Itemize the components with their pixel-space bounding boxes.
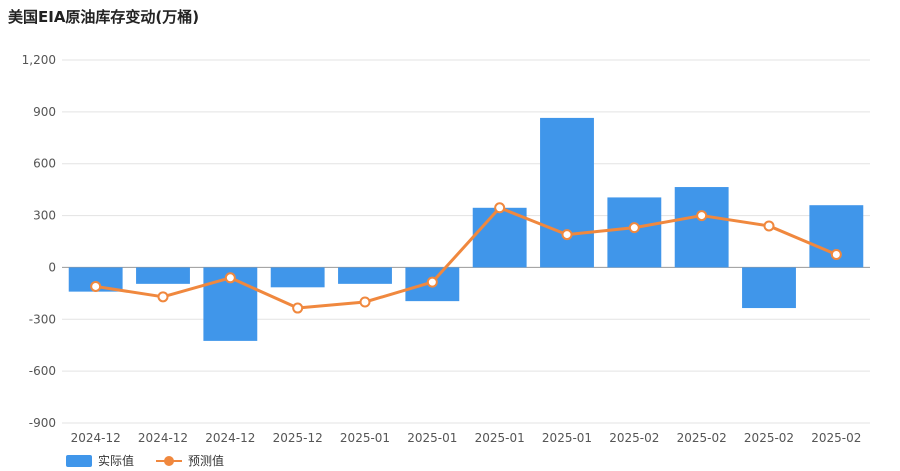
x-tick-label: 2025-02 [744,431,794,445]
forecast-point [696,210,708,222]
forecast-point [561,229,573,241]
forecast-point [90,280,102,292]
x-tick-label: 2025-02 [811,431,861,445]
y-tick-label: -300 [29,312,56,326]
x-tick-label: 2024-12 [205,431,255,445]
forecast-point [494,202,506,214]
forecast-point [763,220,775,232]
x-tick-label: 2025-12 [273,431,323,445]
bar [270,267,325,288]
legend[interactable]: 实际值 预测值 [66,452,224,469]
chart-title: 美国EIA原油库存变动(万桶) [8,8,200,26]
forecast-point [359,296,371,308]
bar [472,207,527,268]
y-tick-label: -900 [29,416,56,430]
forecast-point [292,302,304,314]
x-tick-label: 2025-02 [609,431,659,445]
bar [674,187,729,268]
bar [742,267,796,309]
x-tick-label: 2025-01 [407,431,457,445]
y-tick-label: -600 [29,364,56,378]
forecast-point [830,248,842,260]
x-tick-label: 2024-12 [138,431,188,445]
x-tick-label: 2025-02 [677,431,727,445]
y-tick-label: 600 [33,157,56,171]
y-tick-label: 300 [33,209,56,223]
x-tick-label: 2025-01 [475,431,525,445]
legend-label-forecast: 预测值 [188,454,225,468]
y-tick-label: 900 [33,105,56,119]
bar-series [68,117,864,341]
legend-label-actual: 实际值 [98,454,135,468]
forecast-point [628,222,640,234]
x-tick-label: 2025-01 [542,431,592,445]
y-tick-label: 1,200 [22,53,56,67]
forecast-point [426,276,438,288]
legend-line-swatch [156,455,183,467]
forecast-line [95,206,837,310]
forecast-point [224,272,236,284]
legend-bar-swatch [66,454,92,467]
legend-item-actual[interactable]: 实际值 [66,452,134,469]
line-series [90,202,842,314]
x-tick-label: 2024-12 [71,431,121,445]
y-axis: 1,200 900 600 300 0 -300 -600 -900 [22,53,56,430]
bar [540,117,594,268]
x-axis: 2024-12 2024-12 2024-12 2025-12 2025-01 2025-… [71,431,862,445]
bar [136,267,190,284]
forecast-point [157,291,169,303]
x-tick-label: 2025-01 [340,431,390,445]
bar [338,267,392,284]
grid-lines [62,59,870,424]
y-tick-label: 0 [48,260,56,274]
legend-item-forecast[interactable]: 预测值 [156,452,224,469]
